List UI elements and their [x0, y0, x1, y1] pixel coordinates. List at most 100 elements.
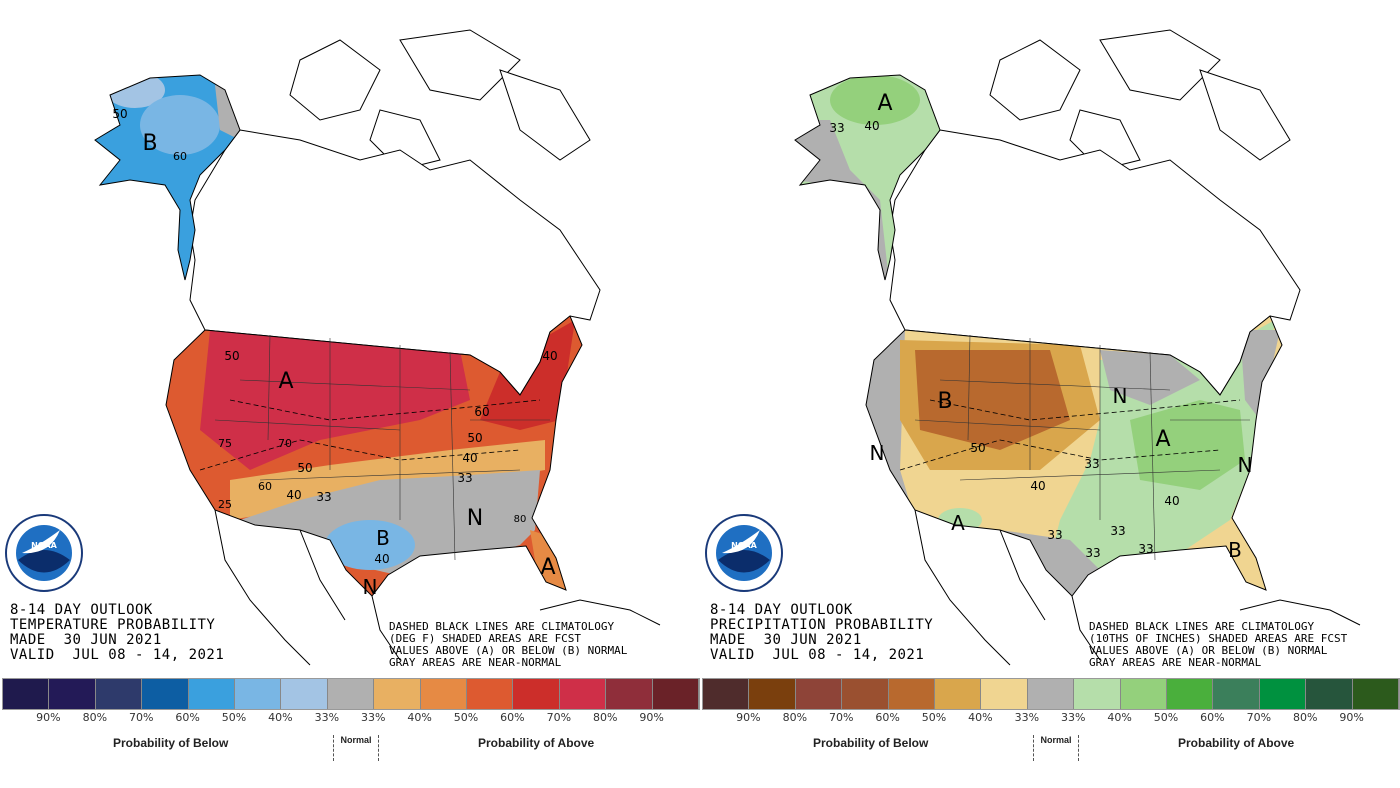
map-label: A [951, 511, 965, 535]
noaa-logo-wave [718, 550, 770, 573]
above-40-area [1130, 400, 1245, 490]
legend-tick-label: 90% [36, 711, 61, 724]
legend-swatch [652, 679, 700, 709]
map-label: B [937, 389, 952, 414]
map-label: B [142, 131, 157, 156]
title-line: VALID JUL 08 - 14, 2021 [10, 647, 225, 663]
greenland-edge [499, 69, 591, 161]
noaa-logo-text: NOAA [31, 541, 57, 550]
map-label: 40 [864, 119, 879, 133]
noaa-logo-bird [722, 530, 760, 554]
note-line: GRAY AREAS ARE NEAR-NORMAL [1089, 656, 1262, 669]
legend-swatch [1259, 679, 1307, 709]
legend-tick-label: 40% [268, 711, 293, 724]
climatology-dashed-line [199, 439, 521, 471]
legend-tick-label: 60% [875, 711, 900, 724]
legend-swatch [49, 679, 96, 709]
mexico-coast [914, 509, 1011, 666]
legend-tick-label: 60% [175, 711, 200, 724]
map-label: N [1238, 453, 1253, 477]
map-label: B [1228, 538, 1242, 562]
note-line: VALUES ABOVE (A) OR BELOW (B) NORMAL [1089, 644, 1328, 657]
conus-outline [865, 315, 1283, 597]
title-line: MADE 30 JUN 2021 [710, 632, 862, 648]
legend-swatch [188, 679, 236, 709]
noaa-logo-bird [22, 530, 60, 554]
map-label: 33 [1084, 457, 1099, 471]
legend-swatch [1027, 679, 1075, 709]
map-label: 33 [1138, 542, 1153, 556]
above-40-area [830, 75, 920, 125]
note-line: DASHED BLACK LINES ARE CLIMATOLOGY [389, 620, 615, 633]
state-border [914, 419, 1101, 431]
legend-tick-label: 60% [500, 711, 525, 724]
probability-legend [2, 678, 700, 710]
below-40-area [140, 95, 220, 155]
legend-tick-label: 50% [1153, 711, 1179, 724]
arctic-island [289, 39, 381, 121]
legend-tick-label: 33% [1060, 711, 1086, 724]
legend-swatch [1167, 679, 1214, 709]
arctic-island [399, 29, 521, 101]
legend-tick-label: 50% [221, 711, 247, 724]
legend-tick-label: 70% [1246, 711, 1272, 724]
map-label: 50 [467, 431, 482, 445]
legend-below-caption: Probability of Below [113, 736, 229, 750]
legend-tick-label: 40% [407, 711, 432, 724]
legend-tick-label: 40% [968, 711, 993, 724]
map-label: 25 [218, 498, 232, 511]
title-line: PRECIPITATION PROBABILITY [710, 617, 934, 633]
map-label: 80 [514, 514, 527, 525]
legend-tick-label: 70% [128, 711, 154, 724]
alaska-outline [94, 74, 241, 281]
legend-tick-label: 80% [782, 711, 808, 724]
note-line: (10THS OF INCHES) SHADED AREAS ARE FCST [1089, 632, 1348, 645]
legend-swatch [142, 679, 189, 709]
map-label: 50 [970, 441, 985, 455]
map-label: 60 [258, 480, 272, 493]
map-label: 40 [462, 451, 477, 465]
state-border [259, 469, 521, 481]
map-label: 40 [286, 488, 301, 502]
near-normal-area [1240, 330, 1280, 420]
legend-swatch [606, 679, 653, 709]
map-label: A [1155, 427, 1170, 452]
title-line: MADE 30 JUN 2021 [10, 632, 162, 648]
mexico-gulf-coast [371, 595, 401, 661]
legend-tick-label: 70% [546, 711, 572, 724]
map-label: A [540, 555, 555, 580]
map-label: 40 [542, 349, 557, 363]
legend-tick-label: 60% [1200, 711, 1225, 724]
map-label: 33 [316, 490, 331, 504]
map-label: B [376, 526, 390, 550]
legend-ticks: 90% 80% 70% 60% 50% 40% 33% 33% 40% 50% 60% 70% 80% 9… [0, 711, 700, 727]
mexico-coast [214, 509, 311, 666]
legend-swatch [374, 679, 421, 709]
climatology-dashed-line [899, 439, 1221, 471]
map-label: 70 [278, 437, 292, 450]
state-border [967, 334, 971, 441]
legend-tick-label: 80% [592, 711, 618, 724]
map-label: 40 [1030, 479, 1045, 493]
legend-tick-label: 70% [828, 711, 854, 724]
legend-tick-label: 80% [82, 711, 108, 724]
mexico-coast [999, 529, 1046, 621]
state-border [267, 334, 271, 441]
note-line: GRAY AREAS ARE NEAR-NORMAL [389, 656, 562, 669]
title-line: TEMPERATURE PROBABILITY [10, 617, 216, 633]
probability-legend [702, 678, 1400, 710]
map-label: N [1113, 384, 1128, 408]
mexico-coast [299, 529, 346, 621]
legend-swatch [888, 679, 936, 709]
above-70-area [200, 330, 470, 470]
temperature-outlook-panel: A B A N B N 50 75 70 50 60 40 33 25 60 50 40 33 40 80 40 50 60… [0, 29, 700, 761]
near-normal-area [215, 85, 240, 140]
legend-normal-caption: Normal [1033, 735, 1079, 761]
map-label: 33 [829, 121, 844, 135]
legend-swatch [3, 679, 50, 709]
precipitation-outlook-panel: A 33 40 B 50 40 33 N A 40 33 33 33 33 B A N N NOAA 8-14 DAY… [700, 0, 1400, 788]
below-50-area [915, 350, 1070, 450]
outlook-title: 8-14 DAY OUTLOOK TEMPERATURE PROBABILITY M… [10, 603, 224, 663]
map-label: 50 [224, 349, 239, 363]
legend-tick-label: 80% [1292, 711, 1318, 724]
